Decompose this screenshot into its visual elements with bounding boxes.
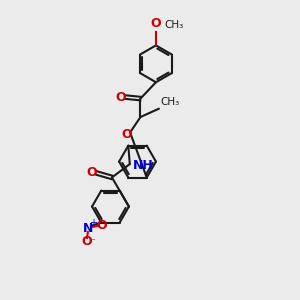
Text: CH₃: CH₃ bbox=[165, 20, 184, 30]
Text: NH: NH bbox=[134, 159, 154, 172]
Text: O: O bbox=[116, 91, 127, 103]
Text: O: O bbox=[96, 219, 106, 232]
Text: O: O bbox=[121, 128, 132, 141]
Text: N: N bbox=[83, 222, 93, 235]
Text: O: O bbox=[151, 17, 161, 30]
Text: CH₃: CH₃ bbox=[160, 97, 180, 107]
Text: ⁻: ⁻ bbox=[89, 237, 95, 247]
Text: O: O bbox=[87, 166, 98, 178]
Text: +: + bbox=[89, 218, 97, 227]
Text: O: O bbox=[81, 235, 92, 248]
